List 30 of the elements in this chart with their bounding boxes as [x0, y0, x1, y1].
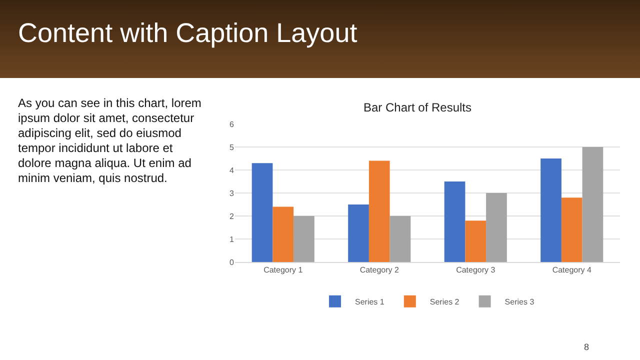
bar [486, 193, 507, 262]
bar [540, 158, 562, 262]
chart-title: Bar Chart of Results [363, 100, 472, 114]
y-tick-label: 4 [230, 166, 235, 175]
bar [252, 163, 273, 262]
bar [465, 220, 486, 262]
y-tick-label: 1 [230, 234, 235, 244]
x-tick-label: Category 4 [552, 266, 592, 275]
bar [368, 160, 390, 262]
y-tick-label: 3 [230, 188, 235, 198]
bar [390, 216, 411, 262]
y-tick-label: 5 [230, 142, 235, 152]
x-tick-label: Category 2 [360, 266, 400, 275]
text: 8 [584, 342, 590, 352]
x-tick-label: Category 3 [456, 266, 496, 275]
y-tick-label: 2 [230, 212, 235, 221]
bar [294, 216, 314, 262]
y-tick-label: 6 [230, 120, 235, 129]
text: Content with Caption Layout [18, 18, 358, 49]
legend-label: Series 1 [355, 297, 385, 306]
bar [582, 147, 604, 262]
bar [272, 206, 294, 262]
bar [348, 204, 369, 262]
y-tick-label: 0 [230, 258, 235, 267]
legend-label: Series 3 [504, 297, 535, 306]
x-tick-label: Category 1 [264, 266, 304, 275]
text: As you can see in this chart, lorem ipsum dolor sit amet, consectetur adipiscing elit, sed do eiusmod tempor incididunt ut labore et dolore magna aliqua. Ut enim ad minim veniam, quis nostrud. [18, 96, 202, 186]
bar [561, 198, 582, 262]
legend-label: Series 2 [430, 297, 460, 306]
bar [444, 182, 466, 262]
